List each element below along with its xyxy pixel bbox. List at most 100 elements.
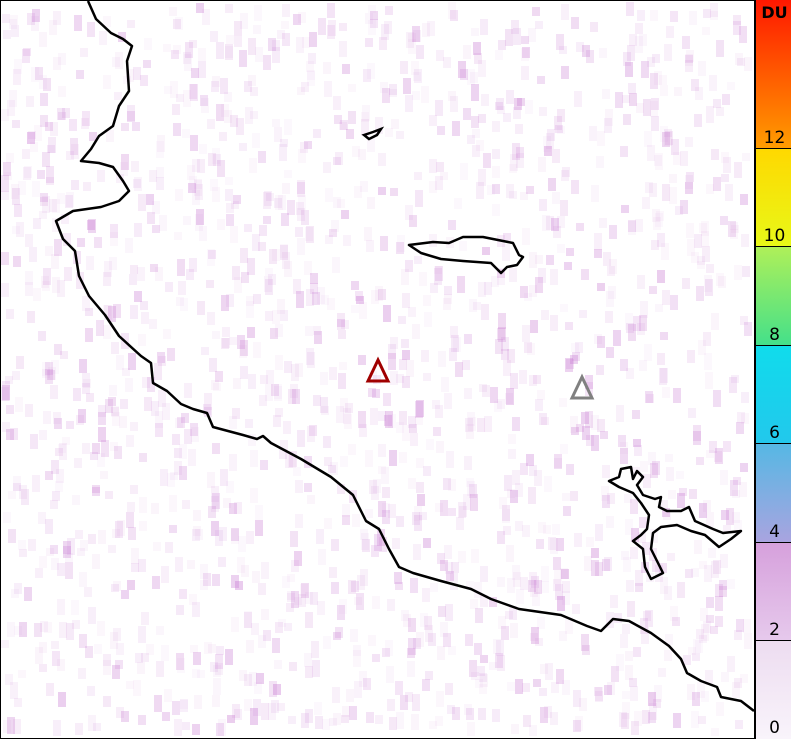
so2-pixel bbox=[529, 285, 537, 297]
so2-pixel bbox=[253, 25, 261, 34]
so2-pixel bbox=[709, 441, 717, 453]
so2-pixel bbox=[622, 691, 630, 699]
so2-pixel bbox=[211, 380, 219, 390]
so2-pixel bbox=[179, 589, 187, 599]
so2-pixel bbox=[150, 264, 158, 272]
so2-pixel bbox=[229, 503, 237, 514]
so2-pixel bbox=[110, 224, 118, 238]
so2-pixel bbox=[32, 181, 40, 197]
so2-pixel bbox=[13, 476, 21, 491]
so2-pixel bbox=[226, 481, 234, 493]
so2-pixel bbox=[341, 715, 349, 723]
so2-pixel bbox=[119, 416, 127, 428]
so2-pixel bbox=[469, 660, 477, 677]
so2-pixel bbox=[263, 216, 271, 224]
so2-pixel bbox=[662, 132, 670, 147]
so2-pixel bbox=[227, 715, 235, 723]
so2-pixel bbox=[395, 582, 403, 590]
so2-pixel bbox=[619, 712, 627, 727]
so2-pixel bbox=[321, 406, 329, 415]
so2-pixel bbox=[130, 305, 138, 319]
so2-pixel bbox=[541, 566, 549, 582]
so2-pixel bbox=[229, 416, 237, 429]
so2-pixel bbox=[408, 416, 416, 428]
so2-pixel bbox=[673, 152, 681, 165]
so2-pixel bbox=[412, 26, 420, 42]
so2-pixel bbox=[487, 185, 495, 195]
so2-pixel bbox=[399, 359, 407, 370]
so2-pixel bbox=[42, 369, 50, 378]
so2-pixel bbox=[715, 596, 723, 611]
so2-pixel bbox=[668, 490, 676, 499]
so2-pixel bbox=[272, 40, 280, 51]
so2-pixel bbox=[599, 218, 607, 228]
so2-pixel bbox=[399, 411, 407, 425]
so2-pixel bbox=[88, 219, 96, 233]
so2-pixel bbox=[245, 419, 253, 428]
so2-pixel bbox=[423, 538, 431, 548]
so2-pixel bbox=[323, 162, 331, 173]
so2-pixel bbox=[594, 334, 602, 344]
so2-pixel bbox=[515, 124, 523, 134]
so2-pixel bbox=[226, 203, 234, 213]
so2-pixel bbox=[728, 221, 736, 237]
so2-pixel bbox=[40, 621, 48, 632]
so2-pixel bbox=[212, 148, 220, 164]
so2-pixel bbox=[443, 478, 451, 490]
so2-pixel bbox=[606, 291, 614, 307]
so2-pixel bbox=[731, 225, 739, 233]
so2-pixel bbox=[484, 282, 492, 295]
so2-pixel bbox=[160, 469, 168, 486]
so2-pixel bbox=[536, 539, 544, 549]
so2-pixel bbox=[219, 527, 227, 541]
so2-pixel bbox=[225, 649, 233, 665]
so2-pixel bbox=[138, 559, 146, 572]
so2-pixel bbox=[628, 220, 636, 232]
so2-pixel bbox=[515, 521, 523, 531]
volcano-marker-inactive[interactable] bbox=[569, 373, 595, 400]
so2-pixel bbox=[651, 98, 659, 110]
so2-pixel bbox=[231, 201, 239, 209]
so2-pixel bbox=[716, 40, 724, 57]
so2-pixel bbox=[25, 282, 33, 296]
so2-pixel bbox=[225, 4, 233, 13]
so2-pixel bbox=[561, 66, 569, 79]
so2-pixel bbox=[555, 584, 563, 600]
colorbar-segment bbox=[756, 344, 791, 444]
so2-pixel bbox=[342, 515, 350, 525]
volcano-marker-active[interactable] bbox=[365, 356, 391, 383]
so2-pixel bbox=[179, 444, 187, 459]
so2-pixel bbox=[467, 135, 475, 144]
so2-pixel bbox=[419, 272, 427, 286]
so2-pixel bbox=[736, 422, 744, 434]
so2-pixel bbox=[370, 11, 378, 20]
so2-pixel bbox=[571, 180, 579, 194]
so2-pixel bbox=[716, 702, 724, 716]
so2-pixel bbox=[161, 566, 169, 583]
so2-pixel bbox=[244, 81, 252, 92]
so2-pixel bbox=[697, 256, 705, 265]
so2-pixel bbox=[261, 609, 269, 620]
colorbar-tick bbox=[756, 640, 791, 642]
so2-pixel bbox=[254, 5, 262, 21]
so2-pixel bbox=[43, 411, 51, 424]
so2-pixel bbox=[576, 424, 584, 432]
so2-pixel bbox=[628, 324, 636, 341]
so2-pixel bbox=[660, 332, 668, 340]
so2-pixel bbox=[195, 529, 203, 540]
so2-pixel bbox=[195, 184, 203, 200]
so2-pixel bbox=[652, 54, 660, 63]
so2-pixel bbox=[85, 328, 93, 342]
so2-pixel bbox=[280, 440, 288, 450]
so2-pixel bbox=[715, 616, 723, 627]
so2-pixel bbox=[606, 347, 614, 358]
so2-pixel bbox=[47, 145, 55, 153]
so2-pixel bbox=[591, 548, 599, 558]
so2-pixel bbox=[451, 562, 459, 573]
so2-pixel bbox=[344, 414, 352, 429]
so2-pixel bbox=[521, 48, 529, 61]
so2-pixel bbox=[162, 403, 170, 420]
so2-pixel bbox=[337, 313, 345, 330]
so2-pixel bbox=[232, 266, 240, 280]
so2-pixel bbox=[234, 21, 242, 36]
